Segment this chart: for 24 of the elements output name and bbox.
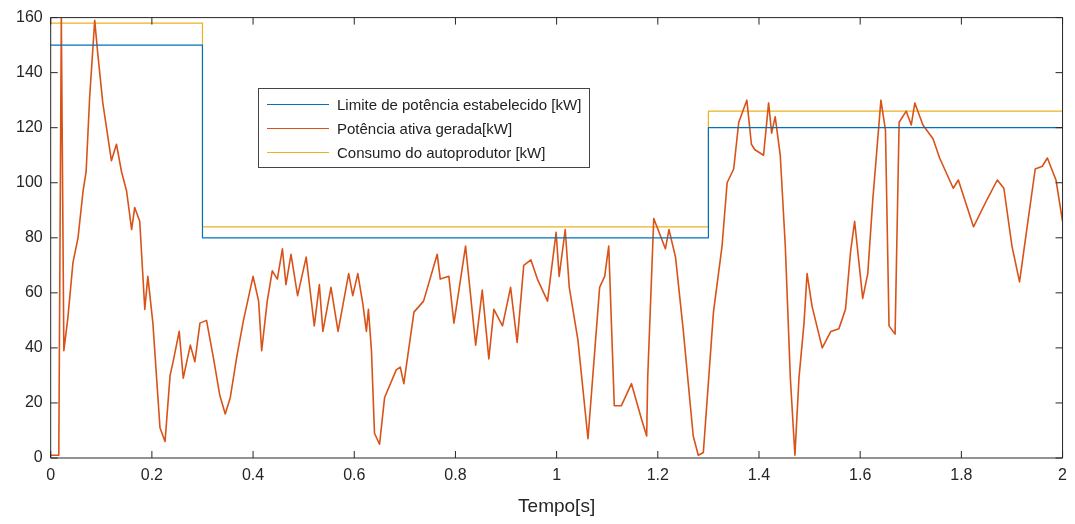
x-tick-label: 1.6 (849, 466, 872, 484)
y-tick-label: 60 (24, 283, 43, 301)
y-tick-label: 100 (15, 173, 43, 191)
x-tick-label: 2 (1058, 466, 1068, 484)
x-tick-label: 0.6 (343, 466, 366, 484)
x-axis-title: Tempo[s] (518, 494, 596, 516)
x-tick-label: 0.8 (444, 466, 467, 484)
x-tick-label: 0.4 (241, 466, 265, 484)
y-tick-label: 140 (15, 63, 43, 81)
x-tick-label: 1.2 (646, 466, 670, 484)
x-tick-label: 0.2 (140, 466, 164, 484)
y-tick-label: 20 (24, 393, 43, 411)
y-tick-label: 80 (24, 228, 43, 246)
legend-label: Potência ativa gerada[kW] (337, 119, 513, 137)
x-tick-label: 0 (46, 466, 56, 484)
x-tick-label: 1.8 (950, 466, 973, 484)
y-tick-label: 0 (33, 448, 43, 466)
legend-label: Consumo do autoprodutor [kW] (337, 143, 546, 161)
x-tick-label: 1 (552, 466, 562, 484)
y-tick-label: 160 (15, 8, 43, 26)
y-tick-label: 40 (24, 338, 43, 356)
legend-label: Limite de potência estabelecido [kW] (337, 95, 582, 113)
y-tick-label: 120 (15, 118, 43, 136)
x-tick-label: 1.4 (747, 466, 771, 484)
